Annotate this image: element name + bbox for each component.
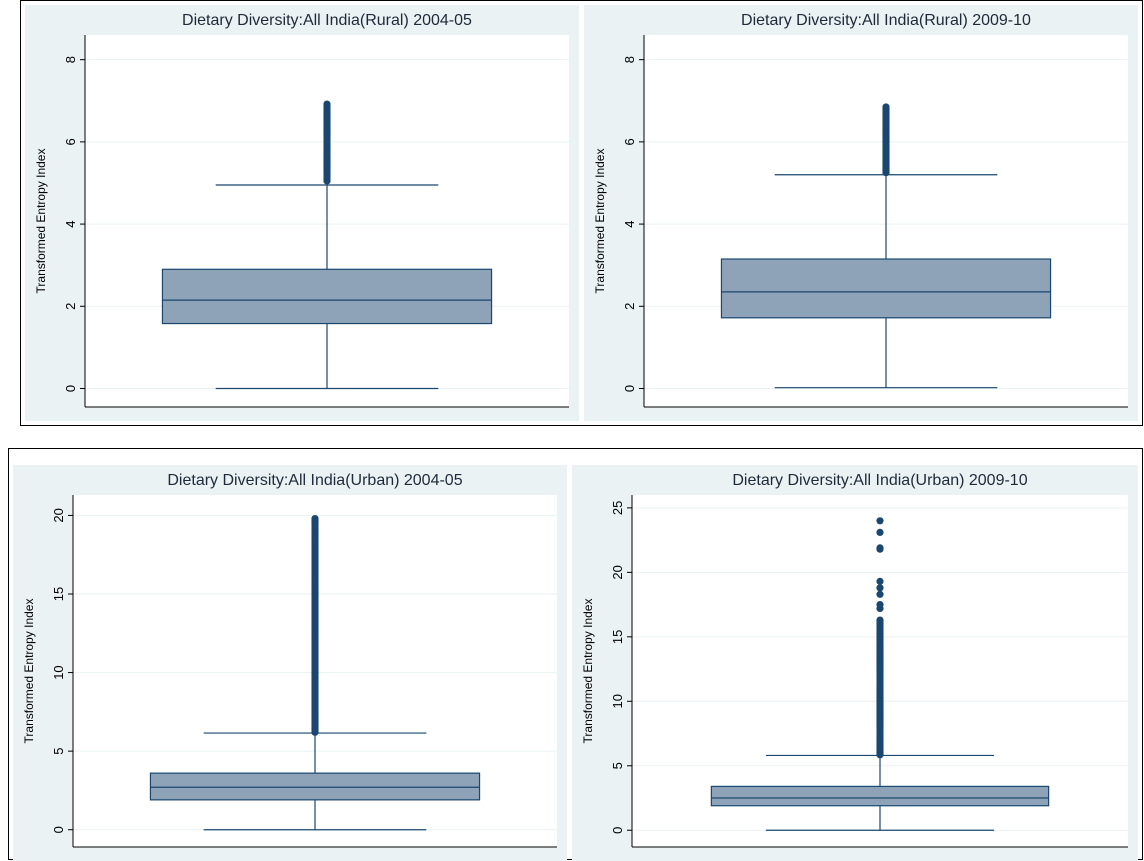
y-tick-label: 0 [622,385,637,392]
y-tick-label: 5 [51,748,66,755]
chart-title: Dietary Diversity:All India(Urban) 2004-… [167,472,462,489]
outlier-point [876,577,884,585]
outlier-point [323,177,331,185]
panel-urban-2004: Dietary Diversity:All India(Urban) 2004-… [13,465,567,861]
y-tick-label: 20 [51,508,66,522]
y-axis-label: Transformed Entropy Index [22,599,36,744]
y-axis-label: Transformed Entropy Index [581,599,595,744]
chart-title: Dietary Diversity:All India(Rural) 2004-… [182,12,472,29]
iqr-box [710,785,1050,807]
outlier-point [876,544,884,552]
y-tick-label: 25 [610,501,625,515]
figure-rural: Dietary Diversity:All India(Rural) 2004-… [20,0,1143,426]
y-tick-label: 8 [622,56,637,63]
y-tick-label: 4 [63,220,78,227]
y-tick-label: 15 [610,630,625,644]
outlier-point [876,517,884,525]
panel-rural-2009: Dietary Diversity:All India(Rural) 2009-… [584,5,1138,421]
y-tick-label: 6 [622,138,637,145]
y-tick-label: 5 [610,762,625,769]
chart-urban-2009: Dietary Diversity:All India(Urban) 2009-… [581,472,1128,848]
outlier-point [876,584,884,592]
chart-urban-2004: Dietary Diversity:All India(Urban) 2004-… [22,472,557,848]
figure-urban: Dietary Diversity:All India(Urban) 2004-… [8,448,1143,861]
panel-urban-2009: Dietary Diversity:All India(Urban) 2009-… [572,465,1138,861]
chart-title: Dietary Diversity:All India(Rural) 2009-… [741,12,1031,29]
outlier-point [876,751,884,759]
iqr-box [720,258,1052,319]
y-tick-label: 2 [63,303,78,310]
chart-rural-2004: Dietary Diversity:All India(Rural) 2004-… [34,12,569,408]
iqr-box [149,772,481,801]
panel-rural-2004: Dietary Diversity:All India(Rural) 2004-… [25,5,579,421]
y-tick-label: 0 [51,826,66,833]
y-tick-label: 2 [622,303,637,310]
y-tick-label: 0 [63,385,78,392]
outlier-point [882,169,890,177]
iqr-box [161,268,493,325]
y-axis-label: Transformed Entropy Index [593,149,607,294]
y-tick-label: 0 [610,827,625,834]
chart-rural-2009: Dietary Diversity:All India(Rural) 2009-… [593,12,1128,408]
y-axis-label: Transformed Entropy Index [34,149,48,294]
outlier-point [876,600,884,609]
y-tick-label: 8 [63,56,78,63]
y-tick-label: 4 [622,220,637,227]
chart-title: Dietary Diversity:All India(Urban) 2009-… [732,472,1027,489]
outlier-point [876,528,884,536]
y-tick-label: 10 [610,694,625,708]
outlier-point [876,590,884,598]
y-tick-label: 20 [610,565,625,579]
outlier-point [311,728,319,736]
y-tick-label: 6 [63,138,78,145]
y-tick-label: 10 [51,665,66,679]
y-tick-label: 15 [51,587,66,601]
